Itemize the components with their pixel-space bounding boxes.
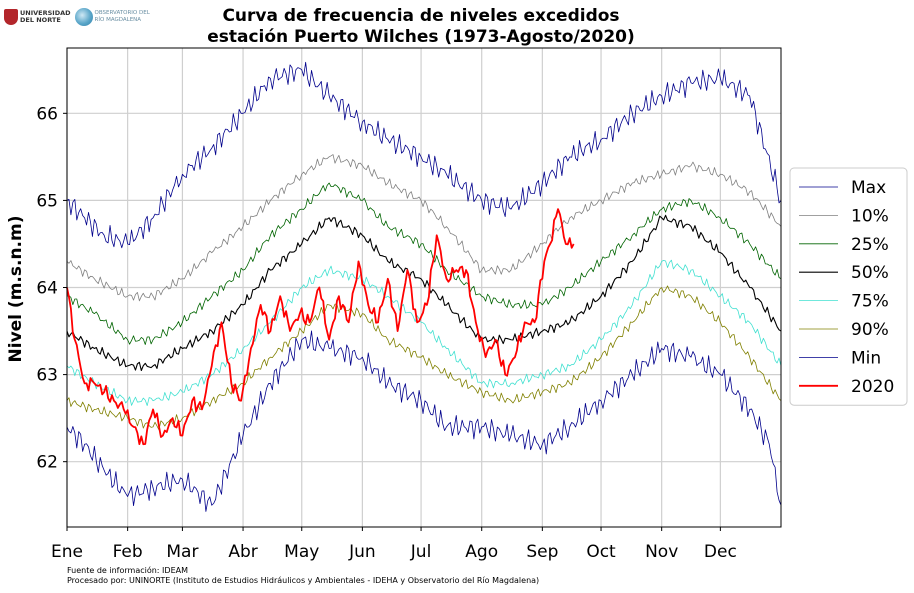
y-axis-label: Nivel (m.s.n.m): [6, 216, 26, 363]
observatorio-rio-magdalena-logo: OBSERVATORIO DEL RÍO MAGDALENA: [74, 8, 150, 26]
x-tick-label: Jun: [348, 542, 376, 562]
university-shield-icon: [4, 9, 18, 25]
footer-notes: Fuente de información: IDEAM Procesado p…: [67, 566, 539, 586]
x-tick-label: Mar: [166, 542, 198, 562]
legend-label: Min: [851, 348, 881, 368]
series-line-50pct: [66, 214, 782, 372]
x-tick-label: Ene: [51, 542, 83, 562]
legend-label: 10%: [851, 206, 889, 226]
universidad-del-norte-logo: UNIVERSIDAD DEL NORTE: [4, 9, 71, 25]
x-tick-label: Nov: [645, 542, 678, 562]
x-tick-label: Jul: [410, 542, 432, 562]
chart-subtitle: estación Puerto Wilches (1973-Agosto/202…: [207, 27, 635, 47]
university-name-line1: UNIVERSIDAD: [20, 9, 71, 17]
x-tick-label: Oct: [586, 542, 616, 562]
university-name-line2: DEL NORTE: [20, 16, 61, 24]
series-line-max: [66, 61, 782, 249]
series-line-min: [66, 330, 782, 512]
chart-title: Curva de frecuencia de niveles excedidos: [222, 6, 619, 26]
legend-label: 25%: [851, 235, 889, 255]
series-line-25pct: [66, 182, 782, 345]
x-tick-label: Sep: [526, 542, 558, 562]
x-tick-label: May: [284, 542, 319, 562]
observatory-emblem-icon: [74, 8, 93, 26]
observatory-name-line1: OBSERVATORIO DEL: [94, 10, 150, 16]
observatory-name-line2: RÍO MAGDALENA: [94, 17, 142, 23]
logos: UNIVERSIDAD DEL NORTE OBSERVATORIO DEL R…: [4, 8, 150, 26]
legend-label: 2020: [851, 377, 894, 397]
legend-box: [789, 167, 908, 406]
series-line-2020: [66, 208, 575, 446]
series-lines: [66, 61, 782, 512]
legend: Max 10% 25% 50% 75% 90% Min 2020: [789, 167, 908, 406]
grid: [66, 48, 781, 527]
footer-source: Fuente de información: IDEAM: [67, 566, 188, 575]
y-tick-label: 65: [36, 191, 58, 211]
legend-label: 50%: [851, 263, 889, 283]
x-tick-label: Ago: [465, 542, 498, 562]
series-line-90pct: [66, 285, 782, 431]
series-line-75pct: [66, 259, 782, 406]
axis-ticks: Ene Feb Mar Abr May Jun Jul Ago Sep Oct Nov Dec 62 63…: [36, 104, 736, 562]
legend-label: 75%: [851, 292, 889, 312]
x-tick-label: Abr: [228, 542, 257, 562]
y-tick-label: 64: [36, 279, 58, 299]
y-tick-label: 63: [36, 366, 58, 386]
y-tick-label: 62: [36, 453, 58, 473]
series-line-10pct: [66, 154, 782, 302]
x-tick-label: Feb: [113, 542, 143, 562]
footer-processed-by: Procesado por: UNINORTE (Instituto de Es…: [67, 576, 540, 585]
legend-label: Max: [851, 178, 886, 198]
x-tick-label: Dec: [704, 542, 737, 562]
legend-label: 90%: [851, 320, 889, 340]
y-tick-label: 66: [36, 104, 58, 124]
